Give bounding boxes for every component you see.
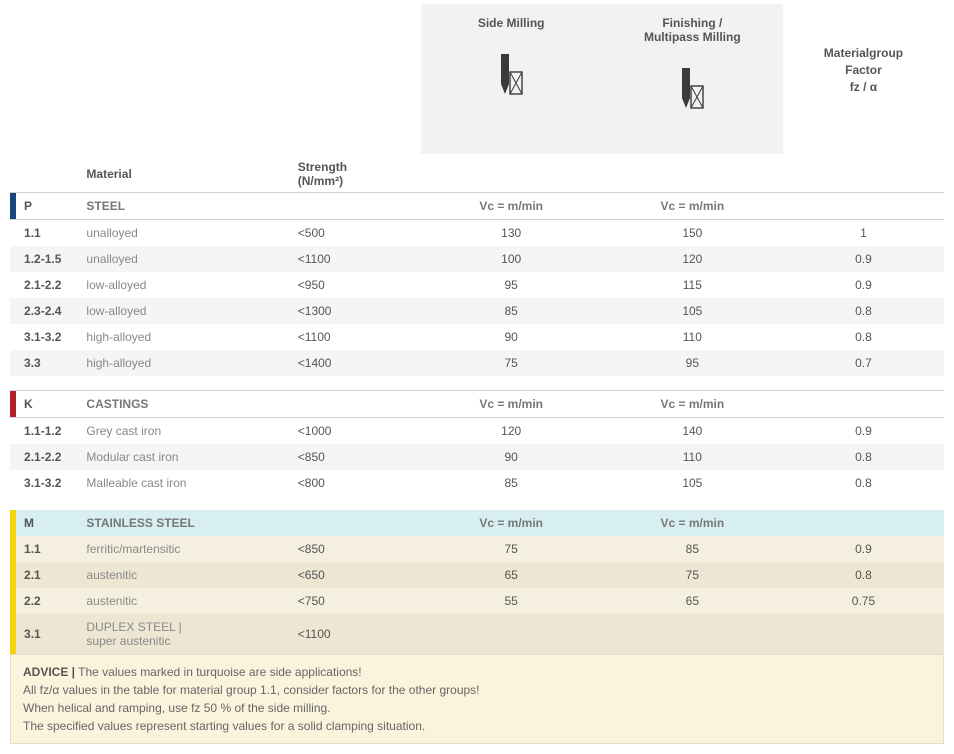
advice-line-3: The specified values represent starting … xyxy=(23,719,425,733)
table-row: 3.3high-alloyed<140075950.7 xyxy=(10,350,944,376)
table-row: 2.1-2.2Modular cast iron<850901100.8 xyxy=(10,444,944,470)
table-row: 2.2austenitic<75055650.75 xyxy=(10,588,944,614)
finishing-title: Finishing / Multipass Milling xyxy=(610,10,775,44)
column-labels-row: Material Strength (N/mm²) xyxy=(10,154,944,193)
group-header-m: MSTAINLESS STEELVc = m/minVc = m/min xyxy=(10,510,944,536)
advice-box: ADVICE | The values marked in turquoise … xyxy=(10,654,944,744)
advice-line-2: When helical and ramping, use fz 50 % of… xyxy=(23,701,331,715)
table-row: 3.1-3.2Malleable cast iron<800851050.8 xyxy=(10,470,944,496)
top-header-row: Side Milling Finishing / Multipass Milli… xyxy=(10,4,944,154)
finishing-icon xyxy=(610,66,775,110)
factor-title: Materialgroup Factor fz / α xyxy=(791,10,936,95)
advice-line-1: All fz/α values in the table for materia… xyxy=(23,683,480,697)
advice-lead: ADVICE | xyxy=(23,665,75,679)
group-header-k: KCASTINGSVc = m/minVc = m/min xyxy=(10,390,944,417)
table-row: 1.2-1.5unalloyed<11001001200.9 xyxy=(10,246,944,272)
side-milling-title: Side Milling xyxy=(429,10,594,30)
table-row: 1.1unalloyed<5001301501 xyxy=(10,220,944,247)
side-milling-icon xyxy=(429,52,594,96)
material-label: Material xyxy=(78,154,289,193)
advice-line-0: The values marked in turquoise are side … xyxy=(78,665,362,679)
table-row: 3.1DUPLEX STEEL |super austenitic<1100 xyxy=(10,614,944,654)
table-row: 2.1austenitic<65065750.8 xyxy=(10,562,944,588)
table-row: 2.3-2.4low-alloyed<1300851050.8 xyxy=(10,298,944,324)
table-row: 1.1ferritic/martensitic<85075850.9 xyxy=(10,536,944,562)
table-row: 2.1-2.2low-alloyed<950951150.9 xyxy=(10,272,944,298)
table-row: 3.1-3.2high-alloyed<1100901100.8 xyxy=(10,324,944,350)
strength-label: Strength (N/mm²) xyxy=(290,154,421,193)
table-row: 1.1-1.2Grey cast iron<10001201400.9 xyxy=(10,417,944,444)
group-header-p: PSTEELVc = m/minVc = m/min xyxy=(10,193,944,220)
cutting-data-table: Side Milling Finishing / Multipass Milli… xyxy=(10,4,944,654)
